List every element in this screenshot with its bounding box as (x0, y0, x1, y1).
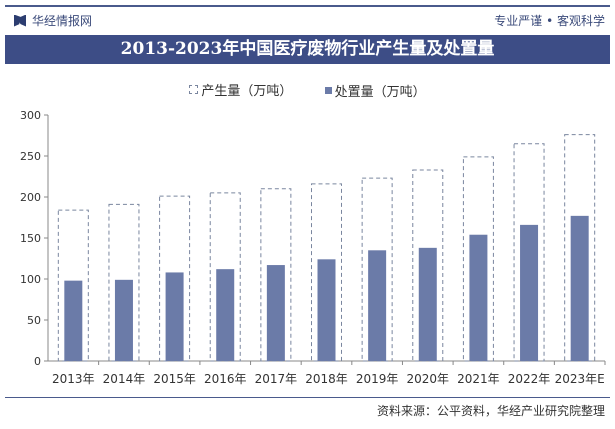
x-tick-label: 2022年 (508, 372, 551, 386)
legend-label: 产生量（万吨） (201, 84, 293, 99)
bar-production (311, 183, 342, 362)
slogan: 专业严谨 • 客观科学 (494, 14, 605, 28)
x-tick-label: 2017年 (255, 372, 298, 386)
legend-swatch-disposal (324, 87, 332, 94)
source-note: 资料来源：公平资料，华经产业研究院整理 (376, 404, 605, 418)
brand-name: 华经情报网 (32, 14, 93, 28)
bar-disposal (317, 259, 336, 361)
legend-production: 产生量（万吨） (189, 80, 292, 99)
x-tick-label: 2014年 (103, 372, 146, 386)
bar-disposal (165, 272, 184, 361)
bar-disposal (114, 279, 133, 361)
bar-production (462, 156, 494, 362)
y-tick-label: 300 (20, 109, 41, 122)
bar-disposal (266, 265, 285, 361)
bar-disposal (570, 215, 589, 361)
x-tick-label: 2023年E (555, 372, 605, 386)
bar-production (564, 134, 596, 362)
bar-disposal (520, 224, 539, 361)
top-divider (5, 5, 610, 7)
bar-disposal (469, 234, 488, 361)
bar-production (412, 169, 444, 362)
y-tick-label: 150 (20, 232, 41, 245)
bar-disposal (64, 280, 83, 361)
x-tick-label: 2018年 (305, 372, 348, 386)
x-tick-label: 2016年 (204, 372, 247, 386)
x-tick-label: 2021年 (457, 372, 500, 386)
y-tick-label: 0 (34, 355, 41, 368)
x-tick-label: 2019年 (356, 372, 399, 386)
y-tick-label: 250 (20, 150, 41, 163)
bar-disposal (368, 250, 387, 361)
brand: 华经情报网 (14, 12, 92, 29)
y-tick-label: 50 (27, 314, 41, 327)
bar-disposal (418, 247, 437, 361)
bar-production (108, 203, 140, 362)
chart-title: 2013-2023年中国医疗废物行业产生量及处置量 (5, 35, 610, 64)
bar-production (159, 195, 191, 362)
x-tick-label: 2015年 (153, 372, 196, 386)
x-tick-label: 2020年 (406, 372, 449, 386)
bar-disposal (216, 269, 235, 361)
legend-label: 处置量（万吨） (334, 85, 426, 100)
y-tick-label: 200 (20, 191, 41, 204)
bar-production (57, 209, 89, 362)
footer-divider (5, 397, 610, 398)
logo-icon (14, 14, 26, 27)
x-tick-label: 2013年 (52, 372, 95, 386)
legend-disposal: 处置量（万吨） (324, 81, 426, 100)
legend: 产生量（万吨） 处置量（万吨） (0, 80, 615, 100)
legend-swatch-production (189, 85, 199, 94)
y-tick-label: 100 (20, 273, 41, 286)
